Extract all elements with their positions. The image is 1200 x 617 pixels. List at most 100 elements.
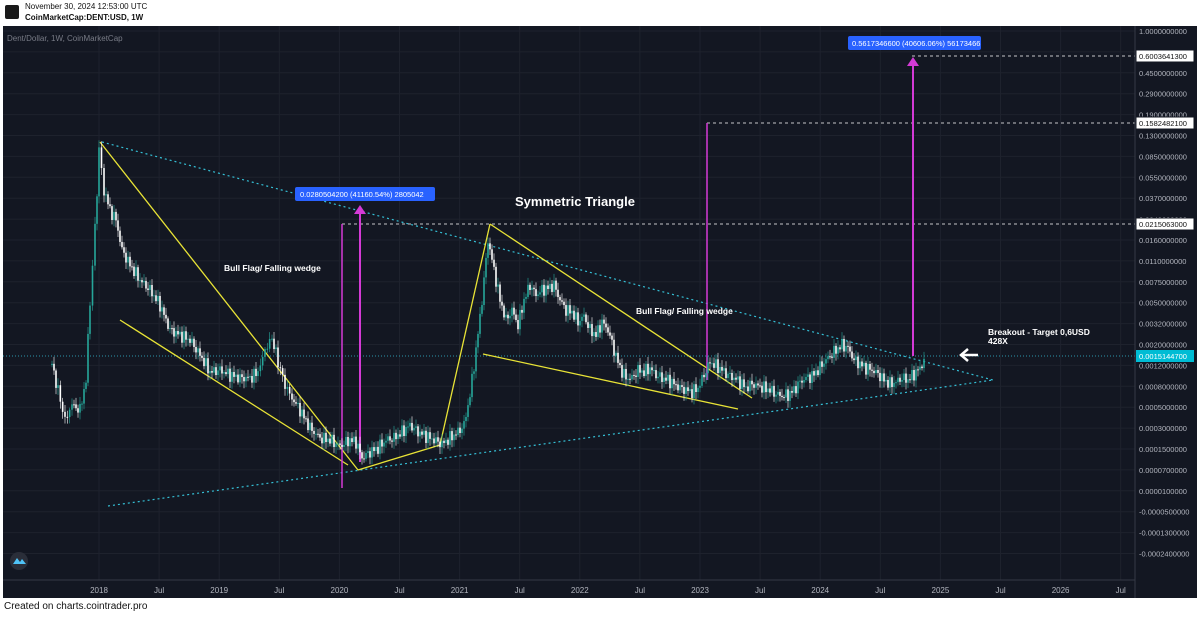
x-tick-label: 2018 xyxy=(90,586,108,595)
candle-body xyxy=(675,384,677,386)
candle-body xyxy=(469,397,471,406)
candle-body xyxy=(685,387,687,394)
candle-body xyxy=(247,376,249,378)
candle-body xyxy=(431,438,433,440)
candle-body xyxy=(279,367,282,369)
candle-body xyxy=(253,368,255,383)
candle-body xyxy=(651,367,653,371)
candle-body xyxy=(791,390,793,393)
candle-body xyxy=(465,416,467,422)
candle-body xyxy=(825,359,827,364)
candle-body xyxy=(503,305,505,318)
candle-body xyxy=(165,314,167,319)
candle-body xyxy=(417,426,419,437)
candle-body xyxy=(863,362,865,367)
candle-body xyxy=(311,422,313,431)
candle-body xyxy=(527,284,529,297)
candle-body xyxy=(207,358,209,374)
candle-body xyxy=(401,425,403,437)
candle-body xyxy=(893,382,895,388)
candle-body xyxy=(83,388,85,404)
wedge2-lower xyxy=(482,353,739,410)
candle-body xyxy=(409,422,411,427)
candle-body xyxy=(405,426,407,437)
candle-body xyxy=(821,361,823,367)
candle-body xyxy=(785,389,787,398)
left-arrow-icon xyxy=(959,348,978,362)
candle-body xyxy=(827,356,829,360)
candle-body xyxy=(389,436,391,441)
candle-body xyxy=(441,440,443,448)
y-tick-label: -0.0000500000 xyxy=(1139,508,1189,517)
candle-body xyxy=(695,384,697,393)
chart-area[interactable]: Dent/Dollar, 1W, CoinMarketCap 0.0280504… xyxy=(3,26,1197,598)
candle-body xyxy=(365,452,367,459)
candle-body xyxy=(337,443,339,445)
candle-body xyxy=(861,361,863,367)
candle-body xyxy=(467,405,469,417)
candle-body xyxy=(451,431,453,441)
candle-body xyxy=(641,370,643,373)
candle-body xyxy=(100,147,103,169)
candle-body xyxy=(831,356,833,358)
x-tick-label: Jul xyxy=(995,586,1005,595)
y-tick-label: 0.0000100000 xyxy=(1139,487,1187,496)
candle-body xyxy=(599,325,601,333)
candle-body xyxy=(643,370,645,377)
candle-body xyxy=(231,371,233,382)
candle-body xyxy=(141,280,143,283)
price-label-box xyxy=(1135,217,1195,231)
candle-body xyxy=(117,220,119,231)
candle-body xyxy=(411,422,413,431)
candle-body xyxy=(749,380,751,392)
candle-body xyxy=(129,256,131,267)
candle-body xyxy=(859,361,861,369)
candle-body xyxy=(887,379,889,388)
candle-body xyxy=(463,421,465,429)
candle-body xyxy=(385,440,387,443)
price-chart[interactable]: Dent/Dollar, 1W, CoinMarketCap 0.0280504… xyxy=(3,26,1197,598)
candle-body xyxy=(449,431,451,445)
candle-body xyxy=(335,443,337,447)
candle-body xyxy=(555,280,557,290)
candle-body xyxy=(197,348,199,353)
candle-body xyxy=(589,324,591,328)
candle-body xyxy=(391,440,393,442)
candle-body xyxy=(805,376,807,381)
candle-body xyxy=(461,428,463,433)
candle-body xyxy=(789,390,791,401)
candle-body xyxy=(455,434,457,436)
candle-body xyxy=(717,359,719,374)
y-tick-label: 0.4500000000 xyxy=(1139,69,1187,78)
candle-body xyxy=(343,444,345,447)
candle-body xyxy=(761,385,763,393)
candle-body xyxy=(483,277,485,306)
measure-label-1-box xyxy=(295,187,435,201)
candle-body xyxy=(125,252,127,263)
candle-body xyxy=(429,432,431,439)
candle-body xyxy=(255,368,257,377)
candle-body xyxy=(623,368,625,378)
candle-body xyxy=(163,307,165,315)
header-bar: November 30, 2024 12:53:00 UTC CoinMarke… xyxy=(0,0,1200,26)
candle-body xyxy=(653,370,655,372)
candle-body xyxy=(157,295,159,302)
candle-body xyxy=(915,369,917,381)
candle-body xyxy=(205,358,207,367)
candle-body xyxy=(567,305,569,316)
y-tick-label: 0.0008000000 xyxy=(1139,382,1187,391)
candles xyxy=(51,140,925,465)
candle-body xyxy=(155,295,157,302)
annotation-symmetric-triangle: Symmetric Triangle xyxy=(515,194,635,209)
candle-body xyxy=(291,393,293,400)
candle-body xyxy=(71,404,73,410)
chart-settings-button[interactable] xyxy=(10,552,28,570)
candle-body xyxy=(783,397,785,399)
x-tick-label: 2021 xyxy=(451,586,469,595)
candle-body xyxy=(701,374,703,386)
x-tick-label: 2022 xyxy=(571,586,589,595)
candle-body xyxy=(217,370,219,376)
candle-body xyxy=(161,307,163,312)
price-label: 0.1582482100 xyxy=(1139,119,1187,128)
candle-body xyxy=(151,284,153,297)
